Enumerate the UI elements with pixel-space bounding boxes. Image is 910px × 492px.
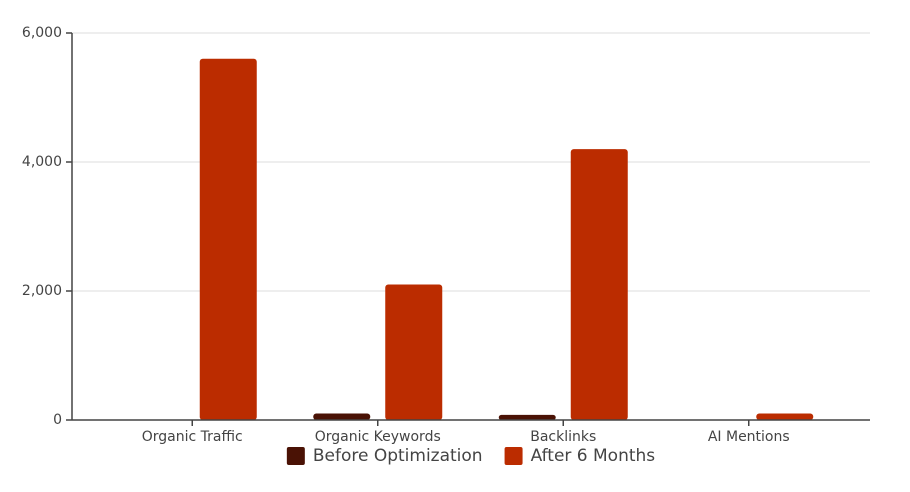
x-tick-label: Backlinks [530, 429, 596, 445]
y-tick-label: 2,000 [22, 283, 62, 299]
bars [199, 58, 814, 421]
legend-label: After 6 Months [531, 446, 656, 466]
bar [313, 413, 371, 420]
bar [385, 284, 443, 420]
legend-swatch [286, 447, 305, 465]
bar [756, 413, 814, 420]
bar [570, 149, 628, 420]
y-tick-label: 6,000 [22, 25, 62, 41]
legend-swatch [504, 447, 523, 465]
grid [72, 32, 870, 421]
legend: Before Optimization After 6 Months [286, 446, 656, 466]
x-tick-label: AI Mentions [708, 429, 790, 445]
x-tick-label: Organic Traffic [142, 429, 243, 445]
bar [199, 58, 257, 421]
legend-item: After 6 Months [504, 446, 656, 466]
legend-item: Before Optimization [286, 446, 483, 466]
legend-label: Before Optimization [313, 446, 483, 466]
axes: 0 2,000 4,000 6,000 Organic Traffic Organic K… [22, 25, 870, 445]
bar [498, 414, 556, 420]
y-tick-label: 4,000 [22, 154, 62, 170]
x-tick-label: Organic Keywords [315, 429, 441, 445]
y-tick-label: 0 [53, 412, 62, 428]
